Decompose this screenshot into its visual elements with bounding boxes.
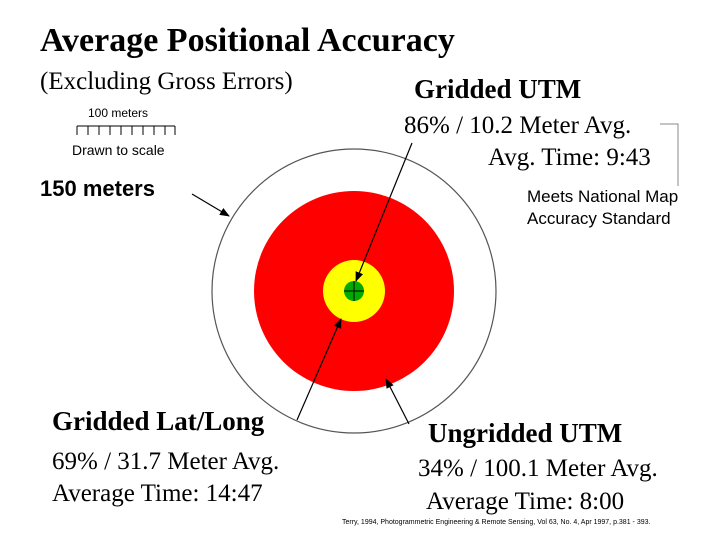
arrow-gridded-latlong: [296, 318, 342, 421]
ungridded-utm-accuracy: 34% / 100.1 Meter Avg.: [418, 455, 658, 482]
arrow-gridded-utm: [355, 142, 413, 282]
ungridded-utm-time: Average Time: 8:00: [426, 488, 625, 515]
gridded-utm-accuracy: 86% / 10.2 Meter Avg.: [404, 112, 632, 139]
gridded-utm-title: Gridded UTM: [414, 74, 582, 104]
gridded-utm-time: Avg. Time: 9:43: [488, 144, 651, 171]
gridded-latlong-title: Gridded Lat/Long: [52, 406, 265, 436]
page-subtitle: (Excluding Gross Errors): [40, 68, 293, 95]
gridded-latlong-time: Average Time: 14:47: [52, 480, 263, 507]
arrow-150-meters: [191, 193, 230, 217]
scale-bar-label: 100 meters: [88, 106, 149, 120]
ungridded-utm-title: Ungridded UTM: [428, 418, 623, 448]
outer-ring-label: 150 meters: [40, 176, 155, 201]
nmas-note-line2: Accuracy Standard: [527, 209, 671, 228]
nmas-note-line1: Meets National Map: [527, 187, 679, 206]
outer-ring-150m: [211, 148, 497, 434]
gridded-latlong-accuracy: 69% / 31.7 Meter Avg.: [52, 448, 280, 475]
scale-bar-caption: Drawn to scale: [72, 142, 165, 158]
arrow-ungridded-utm: [385, 378, 410, 425]
scale-bar: [76, 125, 176, 135]
page-title: Average Positional Accuracy: [40, 22, 455, 59]
citation: Terry, 1994, Photogrammetric Engineering…: [342, 519, 651, 526]
nmas-bracket: [660, 123, 679, 186]
